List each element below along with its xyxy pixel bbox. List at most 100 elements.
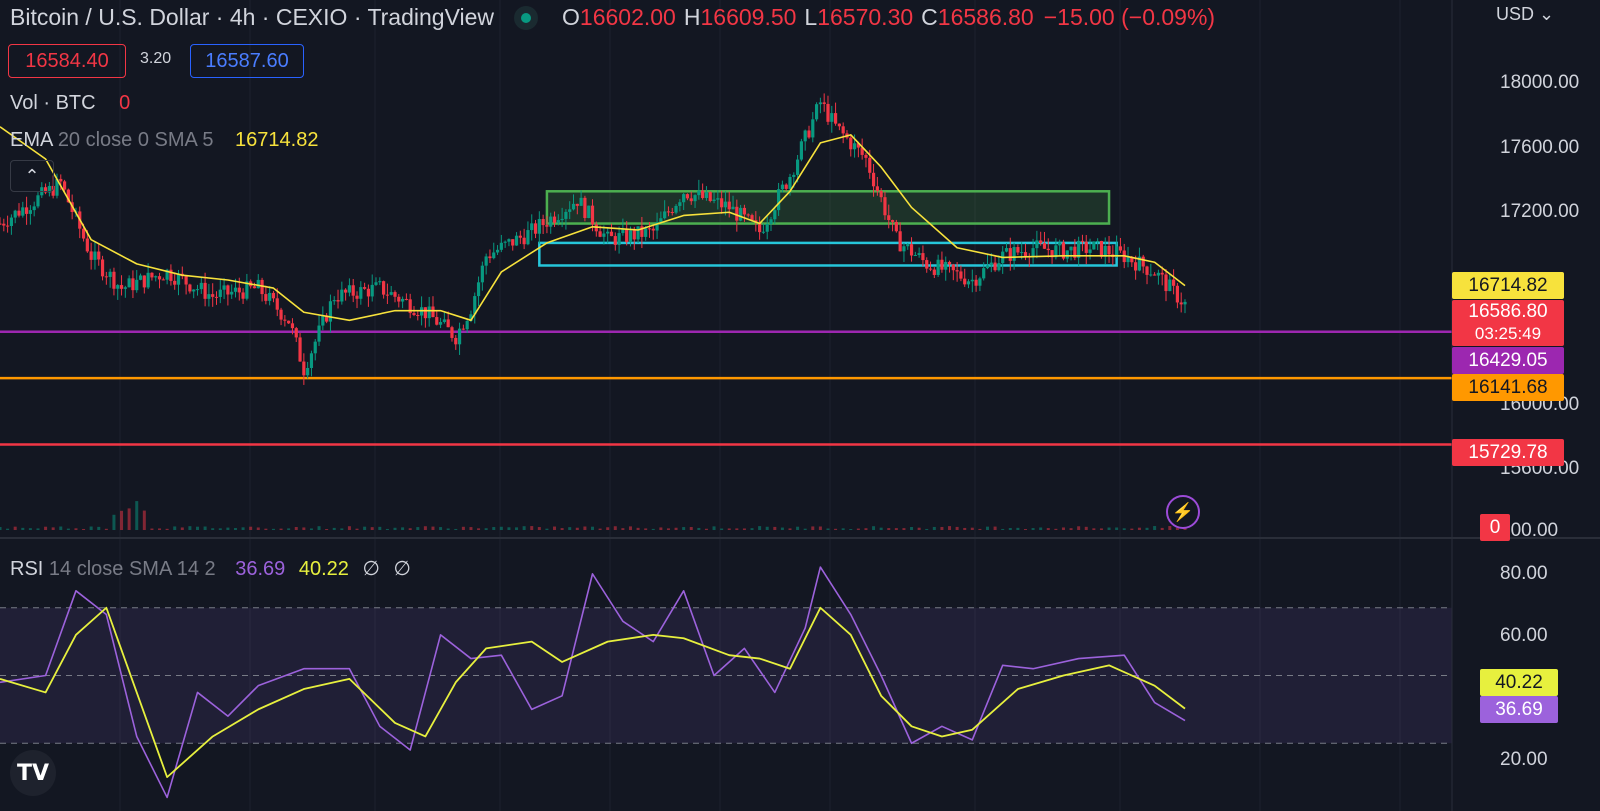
candle-body [28, 210, 32, 214]
candle-body [833, 113, 838, 124]
candle-body [723, 201, 728, 208]
candle-body [784, 184, 788, 189]
candle-body [598, 231, 602, 237]
candle-body [947, 261, 952, 265]
candle-body [207, 294, 211, 299]
candle-body [590, 205, 595, 225]
candle-body [613, 236, 617, 245]
candle-body [1073, 246, 1077, 258]
ema-legend[interactable]: EMA 20 close 0 SMA 5 16714.82 [10, 129, 318, 152]
candle-body [997, 263, 1001, 271]
volume-bar [6, 528, 10, 530]
candle-body [940, 259, 944, 270]
red-level-tag: 15729.78 [1452, 439, 1564, 466]
volume-bar [439, 527, 443, 530]
candle-body [1107, 245, 1111, 255]
volume-bar [226, 527, 230, 530]
candle-body [659, 218, 663, 223]
candle-body [325, 315, 329, 322]
candle-body [670, 211, 674, 213]
candle-body [803, 130, 807, 142]
buy-button[interactable]: 16587.60 [190, 44, 304, 78]
candle-body [1039, 240, 1043, 244]
market-status-icon[interactable] [514, 5, 539, 30]
sell-button[interactable]: 16584.40 [8, 44, 126, 78]
volume-bar [887, 528, 891, 530]
volume-bar [294, 527, 298, 530]
candle-body [1096, 241, 1100, 243]
chevron-down-icon: ⌄ [1534, 4, 1555, 24]
volume-bar [940, 526, 944, 530]
candle-body [533, 223, 538, 234]
candle-body [556, 220, 560, 223]
lightning-icon[interactable]: ⚡ [1166, 495, 1200, 529]
volume-bar [682, 527, 686, 530]
volume-bar [203, 526, 207, 530]
candle-body [1126, 256, 1130, 263]
candle-body [1058, 242, 1062, 246]
candle-body [727, 201, 731, 210]
open-label: O [562, 4, 580, 30]
candle-body [1042, 243, 1047, 249]
currency-selector[interactable]: USD ⌄ [1496, 4, 1554, 25]
candle-body [385, 294, 390, 296]
candle-body [275, 298, 279, 310]
volume-bar [127, 508, 131, 530]
candle-body [1046, 248, 1050, 251]
collapse-legend-button[interactable]: ⌃ [10, 160, 54, 192]
candle-body [347, 285, 352, 293]
volume-bar [370, 527, 374, 530]
candle-body [1016, 247, 1020, 253]
candle-body [758, 222, 762, 233]
candle-body [685, 194, 690, 199]
candle-body [252, 286, 257, 289]
candle-body [336, 300, 340, 302]
candle-body [313, 341, 317, 354]
candle-body [1023, 252, 1028, 257]
candle-body [157, 276, 162, 280]
volume-bar [735, 528, 739, 530]
volume-bar [963, 527, 967, 530]
candle-body [1035, 240, 1039, 249]
candle-body [454, 337, 458, 345]
ema-price-tag: 16714.82 [1452, 272, 1564, 299]
tradingview-logo-icon[interactable]: TV [10, 750, 56, 796]
volume-bar [332, 527, 336, 530]
volume-bar [477, 528, 481, 530]
volume-bar [340, 528, 344, 530]
candle-body [416, 315, 420, 317]
rsi-legend[interactable]: RSI 14 close SMA 14 2 36.69 40.22 ∅ ∅ [10, 556, 411, 581]
candle-body [560, 218, 564, 221]
candle-body [583, 197, 587, 218]
symbol-title[interactable]: Bitcoin / U.S. Dollar · 4h · CEXIO · Tra… [10, 4, 495, 30]
candle-body [359, 287, 363, 299]
candle-body [1080, 240, 1085, 242]
currency-label: USD [1496, 4, 1535, 24]
volume-bar [978, 528, 982, 530]
candle-body [389, 292, 393, 295]
candle-body [85, 238, 89, 252]
volume-bar [454, 528, 458, 530]
volume-bar [932, 526, 936, 530]
candle-body [446, 319, 450, 328]
candle-body [530, 223, 534, 231]
candle-body [271, 292, 276, 299]
volume-bar [674, 527, 678, 530]
candle-body [442, 319, 446, 323]
volume-bar [302, 527, 306, 530]
candle-body [226, 285, 230, 295]
candle-body [450, 327, 454, 338]
volume-bar [1175, 527, 1179, 530]
volume-bar [636, 527, 640, 530]
volume-bar [499, 526, 503, 530]
volume-bar [545, 528, 549, 530]
candle-body [837, 123, 841, 127]
rsi-tag: 36.69 [1480, 696, 1558, 723]
volume-bar [416, 527, 420, 530]
rsi-value: 36.69 [235, 558, 286, 580]
candle-body [704, 192, 709, 198]
candle-body [750, 215, 754, 221]
volume-legend[interactable]: Vol · BTC 0 [10, 92, 130, 115]
purple-level-tag: 16429.05 [1452, 347, 1564, 374]
